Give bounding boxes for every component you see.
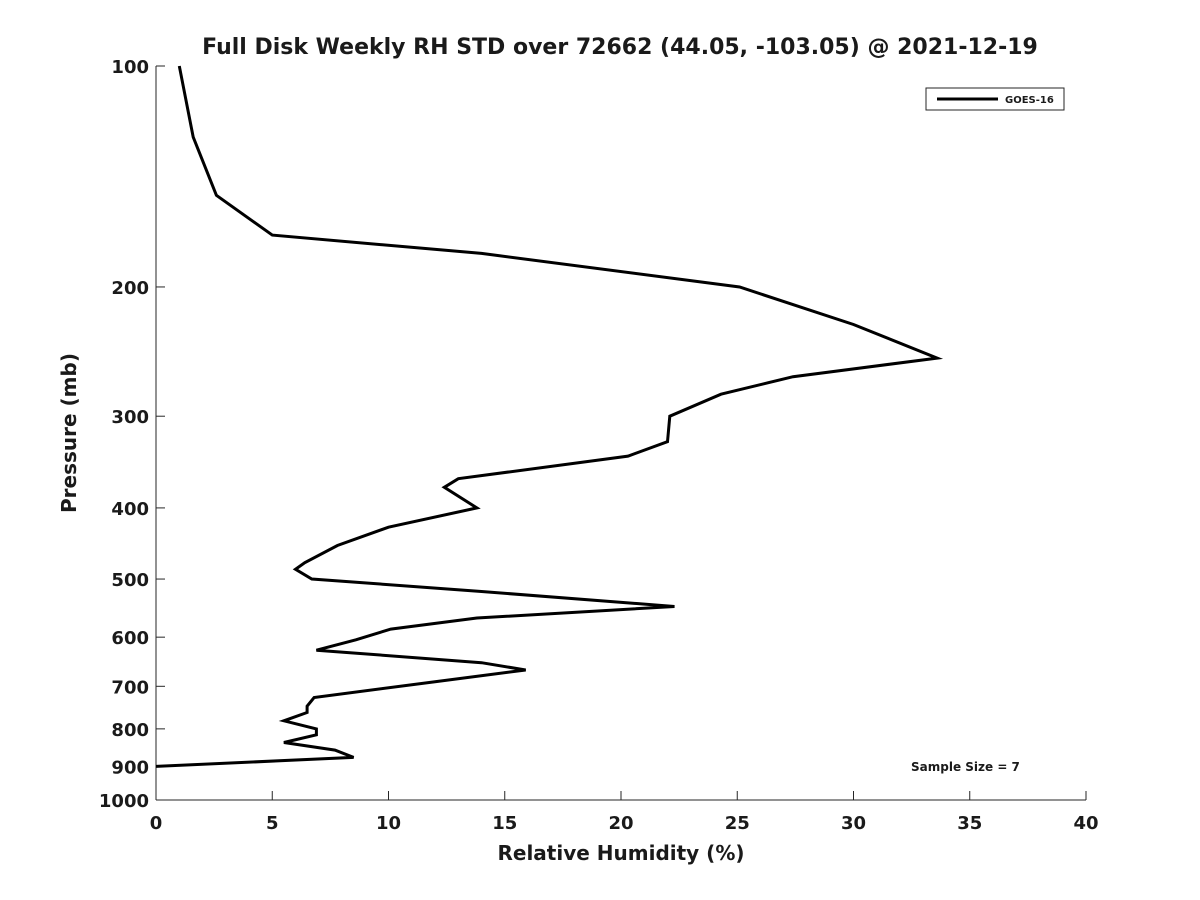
y-tick-label: 700 bbox=[111, 677, 149, 698]
series-line-goes-16 bbox=[155, 65, 944, 768]
x-tick-label: 5 bbox=[266, 813, 279, 834]
y-tick-label: 100 bbox=[111, 57, 149, 78]
x-tick-label: 15 bbox=[492, 813, 517, 834]
x-axis-label: Relative Humidity (%) bbox=[497, 841, 744, 865]
y-tick-label: 500 bbox=[111, 570, 149, 591]
y-tick-label: 200 bbox=[111, 278, 149, 299]
series-layer bbox=[155, 65, 944, 768]
x-tick-label: 25 bbox=[725, 813, 750, 834]
x-tick-label: 20 bbox=[608, 813, 633, 834]
y-ticks: 100 200 300 400 500 600 700 800 900 1000 bbox=[99, 57, 165, 812]
x-tick-label: 10 bbox=[376, 813, 401, 834]
x-tick-label: 0 bbox=[150, 813, 163, 834]
y-tick-label: 900 bbox=[111, 757, 149, 778]
y-tick-label: 800 bbox=[111, 720, 149, 741]
chart-title: Full Disk Weekly RH STD over 72662 (44.0… bbox=[202, 35, 1038, 60]
plot-axes bbox=[155, 66, 1086, 801]
y-tick-label: 300 bbox=[111, 407, 149, 428]
y-axis-label: Pressure (mb) bbox=[57, 353, 81, 513]
y-tick-label: 400 bbox=[111, 499, 149, 520]
x-tick-label: 40 bbox=[1073, 813, 1098, 834]
y-tick-label: 1000 bbox=[99, 791, 149, 812]
legend: GOES-16 bbox=[925, 87, 1065, 111]
sample-size-annotation: Sample Size = 7 bbox=[911, 760, 1020, 774]
x-ticks: 0 5 10 15 20 25 30 35 40 bbox=[150, 791, 1099, 834]
x-tick-label: 35 bbox=[957, 813, 982, 834]
x-tick-label: 30 bbox=[841, 813, 866, 834]
legend-entry-goes-16: GOES-16 bbox=[1005, 95, 1054, 106]
y-tick-label: 600 bbox=[111, 628, 149, 649]
